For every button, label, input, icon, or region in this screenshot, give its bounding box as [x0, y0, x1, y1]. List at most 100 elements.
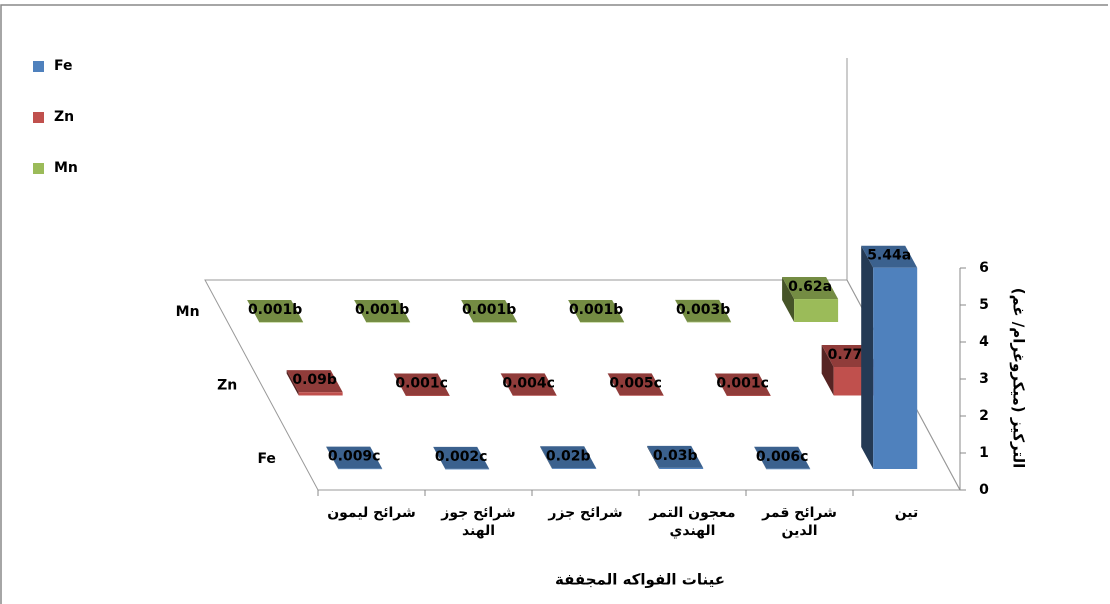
bar-side: [540, 446, 553, 469]
row-label: Zn: [217, 378, 237, 394]
y-tick-label: 6: [979, 260, 989, 276]
data-label: 0.001b: [355, 302, 409, 318]
x-tick-label: شرائح جوز الهند: [441, 505, 516, 539]
bar-top: [782, 277, 839, 300]
bar-side: [782, 277, 795, 322]
bar-top: [500, 373, 557, 396]
bar-side: [675, 299, 688, 322]
data-label: 0.009c: [328, 449, 381, 465]
bar-top: [714, 373, 771, 396]
x-tick-label: معجون التمر الهندي: [649, 505, 736, 539]
bar-side: [500, 373, 513, 396]
data-label: 0.004c: [502, 375, 555, 391]
bar-front: [794, 299, 839, 322]
bar: [568, 299, 625, 323]
data-label: 0.005c: [609, 375, 662, 391]
bar-top: [568, 299, 625, 322]
bar: [647, 445, 704, 469]
y-tick-label: 0: [979, 482, 989, 498]
data-label: 0.62a: [788, 279, 832, 295]
legend-label: Mn: [54, 160, 78, 176]
bar: [247, 299, 304, 323]
bar: [354, 299, 411, 323]
bar: [286, 370, 343, 396]
data-label: 0.001b: [569, 302, 623, 318]
row-label: Fe: [257, 451, 276, 467]
bar: [461, 299, 518, 323]
bar-side: [326, 446, 339, 469]
x-tick-label: شرائح قمر الدين: [762, 505, 837, 539]
bar-top: [247, 299, 304, 322]
bar-front: [405, 395, 450, 396]
data-label: 0.001b: [248, 302, 302, 318]
data-label: 5.44a: [867, 248, 911, 264]
bar-top: [354, 299, 411, 322]
data-label: 0.77a: [828, 347, 872, 363]
bar-side: [461, 299, 474, 322]
data-label: 0.002c: [435, 449, 488, 465]
bar-top: [540, 446, 597, 469]
bar: [326, 446, 383, 470]
x-axis-title: عينات الفواكه المجففة: [555, 571, 725, 589]
bar: [607, 373, 664, 396]
y-tick-label: 3: [979, 371, 989, 387]
bar-side: [393, 373, 406, 396]
bar-top: [861, 245, 918, 268]
bar-front: [259, 321, 304, 323]
x-tick-label: شرائح ليمون: [327, 505, 416, 521]
bar: [433, 446, 490, 470]
data-label: 0.001c: [716, 375, 769, 391]
bar: [861, 245, 918, 469]
bar-top: [754, 446, 811, 469]
row-label: Mn: [176, 304, 200, 320]
data-label: 0.03b: [653, 448, 698, 464]
bar-top: [433, 446, 490, 469]
data-label: 0.001b: [462, 302, 516, 318]
bar: [714, 373, 771, 396]
bar-top: [647, 445, 704, 468]
bar-front: [552, 468, 597, 469]
data-label: 0.003b: [676, 302, 730, 318]
bar-front: [512, 395, 557, 396]
data-label: 0.09b: [292, 372, 337, 388]
bar-side: [247, 299, 260, 322]
bar-front: [473, 321, 518, 323]
bar: [500, 373, 557, 396]
bar-side: [568, 299, 581, 322]
bar-side: [714, 373, 727, 396]
legend-swatch: [33, 61, 44, 72]
legend-swatch: [33, 112, 44, 123]
bar-side: [647, 445, 660, 469]
bar-front: [687, 321, 732, 323]
bar: [754, 446, 811, 470]
bar-side: [433, 446, 446, 469]
bar-top: [393, 373, 450, 396]
bar-front: [445, 468, 490, 470]
bar-top: [326, 446, 383, 469]
bar-front: [659, 467, 704, 469]
legend-label: Fe: [54, 58, 73, 74]
bar-side: [607, 373, 620, 396]
bar: [782, 277, 839, 322]
bar: [675, 299, 732, 323]
bar-front: [338, 468, 383, 470]
bar-front: [766, 468, 811, 470]
data-label: 0.006c: [756, 449, 809, 465]
bar-front: [366, 321, 411, 323]
bar-top: [607, 373, 664, 396]
bar-side: [861, 245, 874, 469]
bar-top: [675, 299, 732, 322]
bar: [540, 446, 597, 469]
y-tick-label: 4: [979, 334, 989, 350]
bar-top: [286, 370, 343, 393]
y-tick-label: 5: [979, 297, 989, 313]
x-tick-label: شرائح جزر: [548, 505, 623, 521]
legend-label: Zn: [54, 109, 74, 125]
bar-front: [298, 392, 343, 396]
bar-top: [461, 299, 518, 322]
bar-side: [354, 299, 367, 322]
bar-front: [619, 395, 664, 396]
y-tick-label: 2: [979, 408, 989, 424]
